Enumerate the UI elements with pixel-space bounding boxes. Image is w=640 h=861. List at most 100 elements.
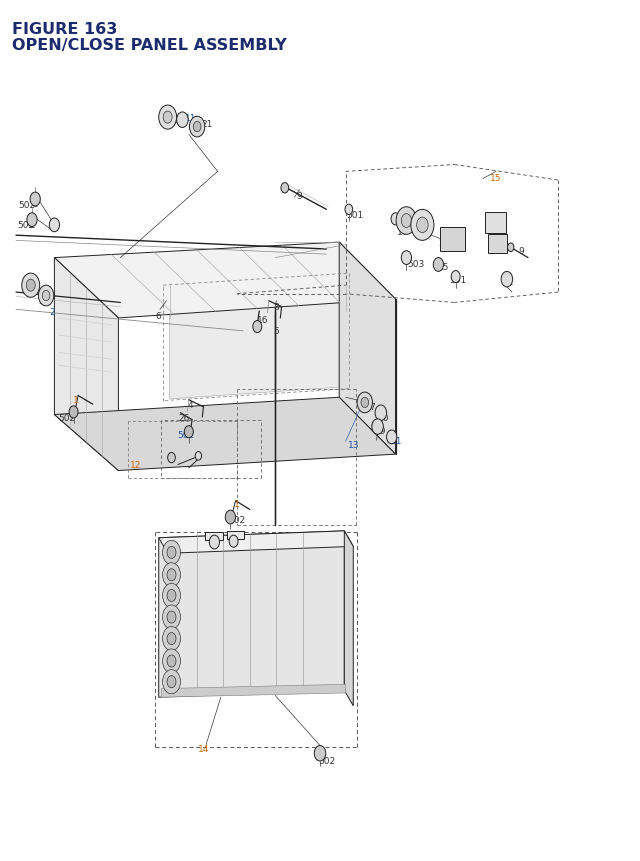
Circle shape: [314, 746, 326, 761]
Circle shape: [401, 251, 412, 265]
Circle shape: [401, 214, 412, 228]
Circle shape: [177, 113, 188, 128]
Text: 24: 24: [438, 238, 449, 247]
Text: 2: 2: [50, 307, 55, 316]
Polygon shape: [161, 684, 346, 697]
Circle shape: [361, 398, 369, 408]
Text: 502: 502: [228, 516, 245, 524]
Circle shape: [184, 426, 193, 438]
Circle shape: [195, 452, 202, 461]
Text: 22: 22: [420, 222, 431, 231]
Text: 502: 502: [19, 201, 35, 209]
Text: 6: 6: [156, 312, 161, 320]
Text: 17: 17: [397, 228, 409, 237]
Circle shape: [163, 649, 180, 673]
Circle shape: [163, 563, 180, 587]
Circle shape: [357, 393, 372, 413]
Circle shape: [163, 670, 180, 694]
Circle shape: [167, 590, 176, 602]
Text: 11: 11: [391, 437, 403, 445]
Polygon shape: [339, 243, 396, 455]
Circle shape: [193, 122, 201, 133]
Text: 12: 12: [130, 461, 141, 469]
Polygon shape: [54, 243, 396, 319]
Circle shape: [163, 112, 172, 124]
Text: 501: 501: [347, 211, 364, 220]
Text: OPEN/CLOSE PANEL ASSEMBLY: OPEN/CLOSE PANEL ASSEMBLY: [12, 38, 286, 53]
Polygon shape: [159, 531, 353, 554]
Circle shape: [163, 541, 180, 565]
Circle shape: [69, 406, 78, 418]
Circle shape: [49, 219, 60, 232]
Text: 502: 502: [59, 413, 76, 422]
Text: 23: 23: [492, 237, 504, 245]
Text: 2: 2: [24, 287, 29, 295]
Polygon shape: [54, 258, 118, 471]
Text: 7: 7: [370, 403, 375, 412]
Text: 1: 1: [73, 396, 78, 405]
Bar: [488, 235, 507, 254]
Circle shape: [167, 611, 176, 623]
Circle shape: [189, 117, 205, 138]
Text: 19: 19: [375, 426, 387, 435]
Circle shape: [281, 183, 289, 194]
Circle shape: [167, 655, 176, 667]
Text: 20: 20: [172, 116, 184, 125]
Circle shape: [411, 210, 434, 241]
Text: 5: 5: [274, 327, 279, 336]
Circle shape: [375, 406, 387, 421]
Circle shape: [451, 271, 460, 283]
Text: 16: 16: [257, 316, 268, 325]
Circle shape: [417, 218, 428, 233]
Circle shape: [225, 511, 236, 524]
Text: 9: 9: [297, 192, 302, 201]
Polygon shape: [170, 282, 342, 400]
Circle shape: [167, 547, 176, 559]
Circle shape: [167, 676, 176, 688]
Circle shape: [253, 321, 262, 333]
Text: 4: 4: [188, 400, 193, 409]
Circle shape: [168, 453, 175, 463]
Bar: [205, 532, 223, 541]
Circle shape: [396, 208, 417, 235]
Text: 14: 14: [198, 745, 209, 753]
Text: 502: 502: [17, 221, 34, 230]
Text: 26: 26: [178, 413, 189, 422]
Text: 502: 502: [318, 756, 335, 765]
Text: 27: 27: [486, 218, 497, 226]
Circle shape: [391, 214, 400, 226]
Circle shape: [159, 106, 177, 130]
Circle shape: [163, 627, 180, 651]
Circle shape: [167, 633, 176, 645]
Text: 11: 11: [185, 114, 196, 122]
Text: 10: 10: [378, 413, 390, 422]
Bar: [440, 227, 465, 251]
Circle shape: [163, 584, 180, 608]
Circle shape: [209, 536, 220, 549]
Polygon shape: [344, 531, 353, 706]
Text: 9: 9: [519, 247, 524, 256]
Text: 502: 502: [177, 430, 194, 439]
Text: 501: 501: [449, 276, 466, 284]
Circle shape: [27, 214, 37, 227]
Circle shape: [38, 286, 54, 307]
Circle shape: [501, 272, 513, 288]
Circle shape: [42, 291, 50, 301]
Circle shape: [387, 430, 397, 444]
Text: 3: 3: [39, 297, 44, 306]
Text: 11: 11: [503, 278, 515, 287]
Bar: [227, 531, 244, 540]
Text: 18: 18: [401, 218, 412, 226]
Circle shape: [345, 205, 353, 215]
Text: 1: 1: [234, 499, 239, 508]
Text: 15: 15: [490, 174, 502, 183]
Polygon shape: [54, 398, 396, 471]
Text: 21: 21: [201, 121, 212, 129]
Circle shape: [229, 536, 238, 548]
Circle shape: [22, 274, 40, 298]
Text: 503: 503: [408, 260, 424, 269]
Circle shape: [26, 280, 35, 292]
Circle shape: [372, 419, 383, 435]
Text: 8: 8: [274, 303, 279, 312]
Text: 13: 13: [348, 441, 359, 449]
